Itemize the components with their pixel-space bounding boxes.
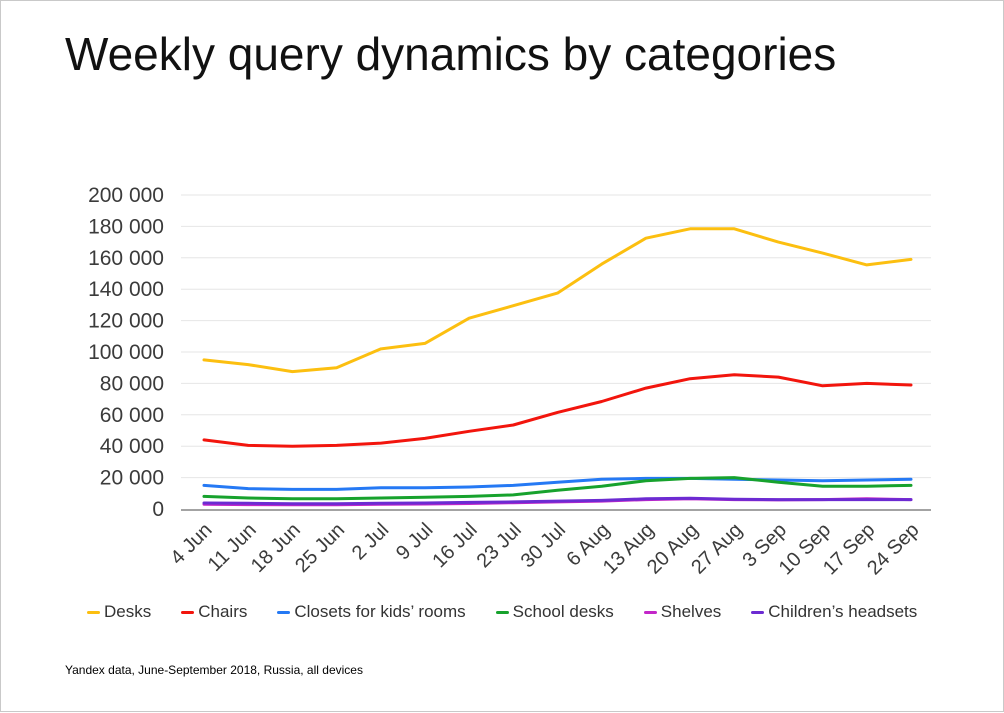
legend-item: Desks [87, 602, 151, 622]
x-tick-label: 27 Aug [687, 519, 747, 579]
y-tick-label: 60 000 [100, 404, 164, 427]
legend-item: School desks [495, 602, 614, 622]
y-tick-label: 160 000 [88, 247, 164, 270]
series-line-closets-for-kids-rooms [202, 476, 913, 491]
legend-label: Children’s headsets [768, 602, 918, 621]
legend-label: Closets for kids’ rooms [294, 602, 466, 621]
x-tick-label: 2 Jul [348, 519, 393, 564]
y-tick-label: 200 000 [88, 184, 164, 207]
legend-label: Desks [104, 602, 152, 621]
y-tick-label: 0 [152, 498, 164, 521]
source-note: Yandex data, June-September 2018, Russia… [65, 663, 363, 677]
legend-swatch-icon [277, 610, 291, 614]
chart-legend: Desks Chairs Closets for kids’ rooms School… [87, 602, 917, 622]
y-tick-label: 180 000 [88, 215, 164, 238]
legend-item: Closets for kids’ rooms [277, 602, 466, 622]
series-line-desks [202, 227, 913, 374]
y-tick-label: 80 000 [100, 372, 164, 395]
series-line-children-s-headsets [202, 496, 913, 506]
x-tick-label: 23 Jul [473, 519, 526, 572]
x-tick-label: 16 Jul [428, 519, 481, 572]
x-tick-label: 25 Jun [291, 519, 349, 577]
x-tick-label: 30 Jul [517, 519, 570, 572]
legend-swatch-icon [495, 610, 509, 614]
legend-label: Shelves [660, 602, 722, 621]
legend-swatch-icon [751, 610, 765, 614]
y-tick-label: 20 000 [100, 467, 164, 490]
legend-item: Shelves [643, 602, 722, 622]
y-tick-label: 120 000 [88, 310, 164, 333]
y-tick-label: 100 000 [88, 341, 164, 364]
legend-label: School desks [512, 602, 614, 621]
legend-label: Chairs [198, 602, 248, 621]
y-tick-label: 140 000 [88, 278, 164, 301]
legend-swatch-icon [87, 610, 100, 614]
series-line-school-desks [202, 476, 913, 501]
x-tick-label: 18 Jun [247, 519, 305, 577]
legend-item: Children’s headsets [751, 602, 917, 622]
legend-item: Chairs [181, 602, 247, 622]
y-tick-label: 40 000 [100, 435, 164, 458]
page-title: Weekly query dynamics by categories [65, 28, 837, 80]
series-line-chairs [202, 373, 913, 448]
legend-swatch-icon [181, 610, 195, 614]
legend-swatch-icon [643, 610, 657, 614]
